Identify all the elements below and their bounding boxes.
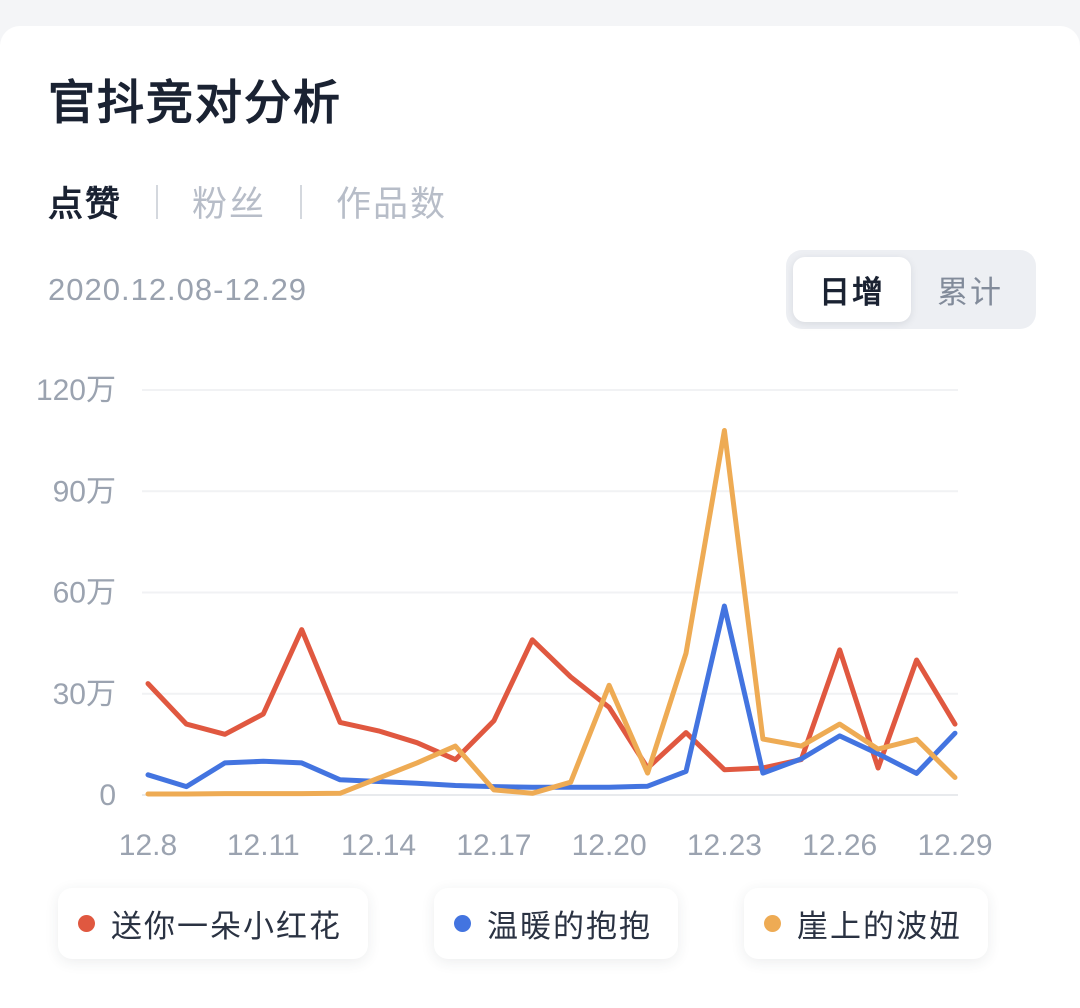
blue-series-dot-icon	[454, 915, 471, 932]
tab-separator	[300, 184, 303, 219]
y-axis-tick-label: 60万	[53, 577, 116, 610]
legend-item-blue-series[interactable]: 温暖的抱抱	[434, 888, 678, 959]
toggle-daily[interactable]: 日增	[793, 257, 911, 322]
x-axis-tick-label: 12.8	[119, 829, 177, 862]
line-series-2	[145, 428, 958, 797]
content-card	[0, 26, 1080, 1008]
x-axis-tick-label: 12.29	[917, 829, 992, 862]
legend-item-red-series[interactable]: 送你一朵小红花	[58, 888, 368, 959]
legend-item-orange-series[interactable]: 崖上的波妞	[744, 888, 988, 959]
daily-cumulative-toggle: 日增 累计	[786, 250, 1036, 329]
y-axis-tick-label: 30万	[53, 678, 116, 711]
legend-label: 送你一朵小红花	[111, 909, 342, 944]
tab-likes[interactable]: 点赞	[48, 185, 123, 224]
page-title: 官抖竞对分析	[48, 76, 342, 129]
legend-label: 崖上的波妞	[797, 909, 962, 944]
y-axis-tick-label: 120万	[36, 374, 116, 407]
x-axis-tick-label: 12.17	[456, 829, 531, 862]
x-axis-tick-label: 12.14	[341, 829, 416, 862]
tab-fans[interactable]: 粉丝	[192, 185, 267, 224]
x-axis-tick-label: 12.11	[227, 829, 300, 862]
metric-tabs: 点赞 粉丝 作品数	[48, 176, 447, 227]
x-axis-tick-label: 12.23	[687, 829, 762, 862]
date-range-label: 2020.12.08-12.29	[48, 272, 308, 307]
tab-separator	[156, 184, 159, 219]
tab-works[interactable]: 作品数	[336, 185, 448, 224]
y-axis-tick-label: 0	[99, 779, 116, 812]
chart-legend: 送你一朵小红花 温暖的抱抱 崖上的波妞	[58, 888, 988, 959]
x-axis-tick-label: 12.26	[802, 829, 877, 862]
x-axis-tick-label: 12.20	[572, 829, 647, 862]
red-series-dot-icon	[78, 915, 95, 932]
toggle-cumulative[interactable]: 累计	[937, 275, 1003, 310]
orange-series-dot-icon	[764, 915, 781, 932]
legend-label: 温暖的抱抱	[487, 909, 652, 944]
line-series-0	[145, 627, 958, 773]
y-axis-tick-label: 90万	[53, 475, 116, 508]
